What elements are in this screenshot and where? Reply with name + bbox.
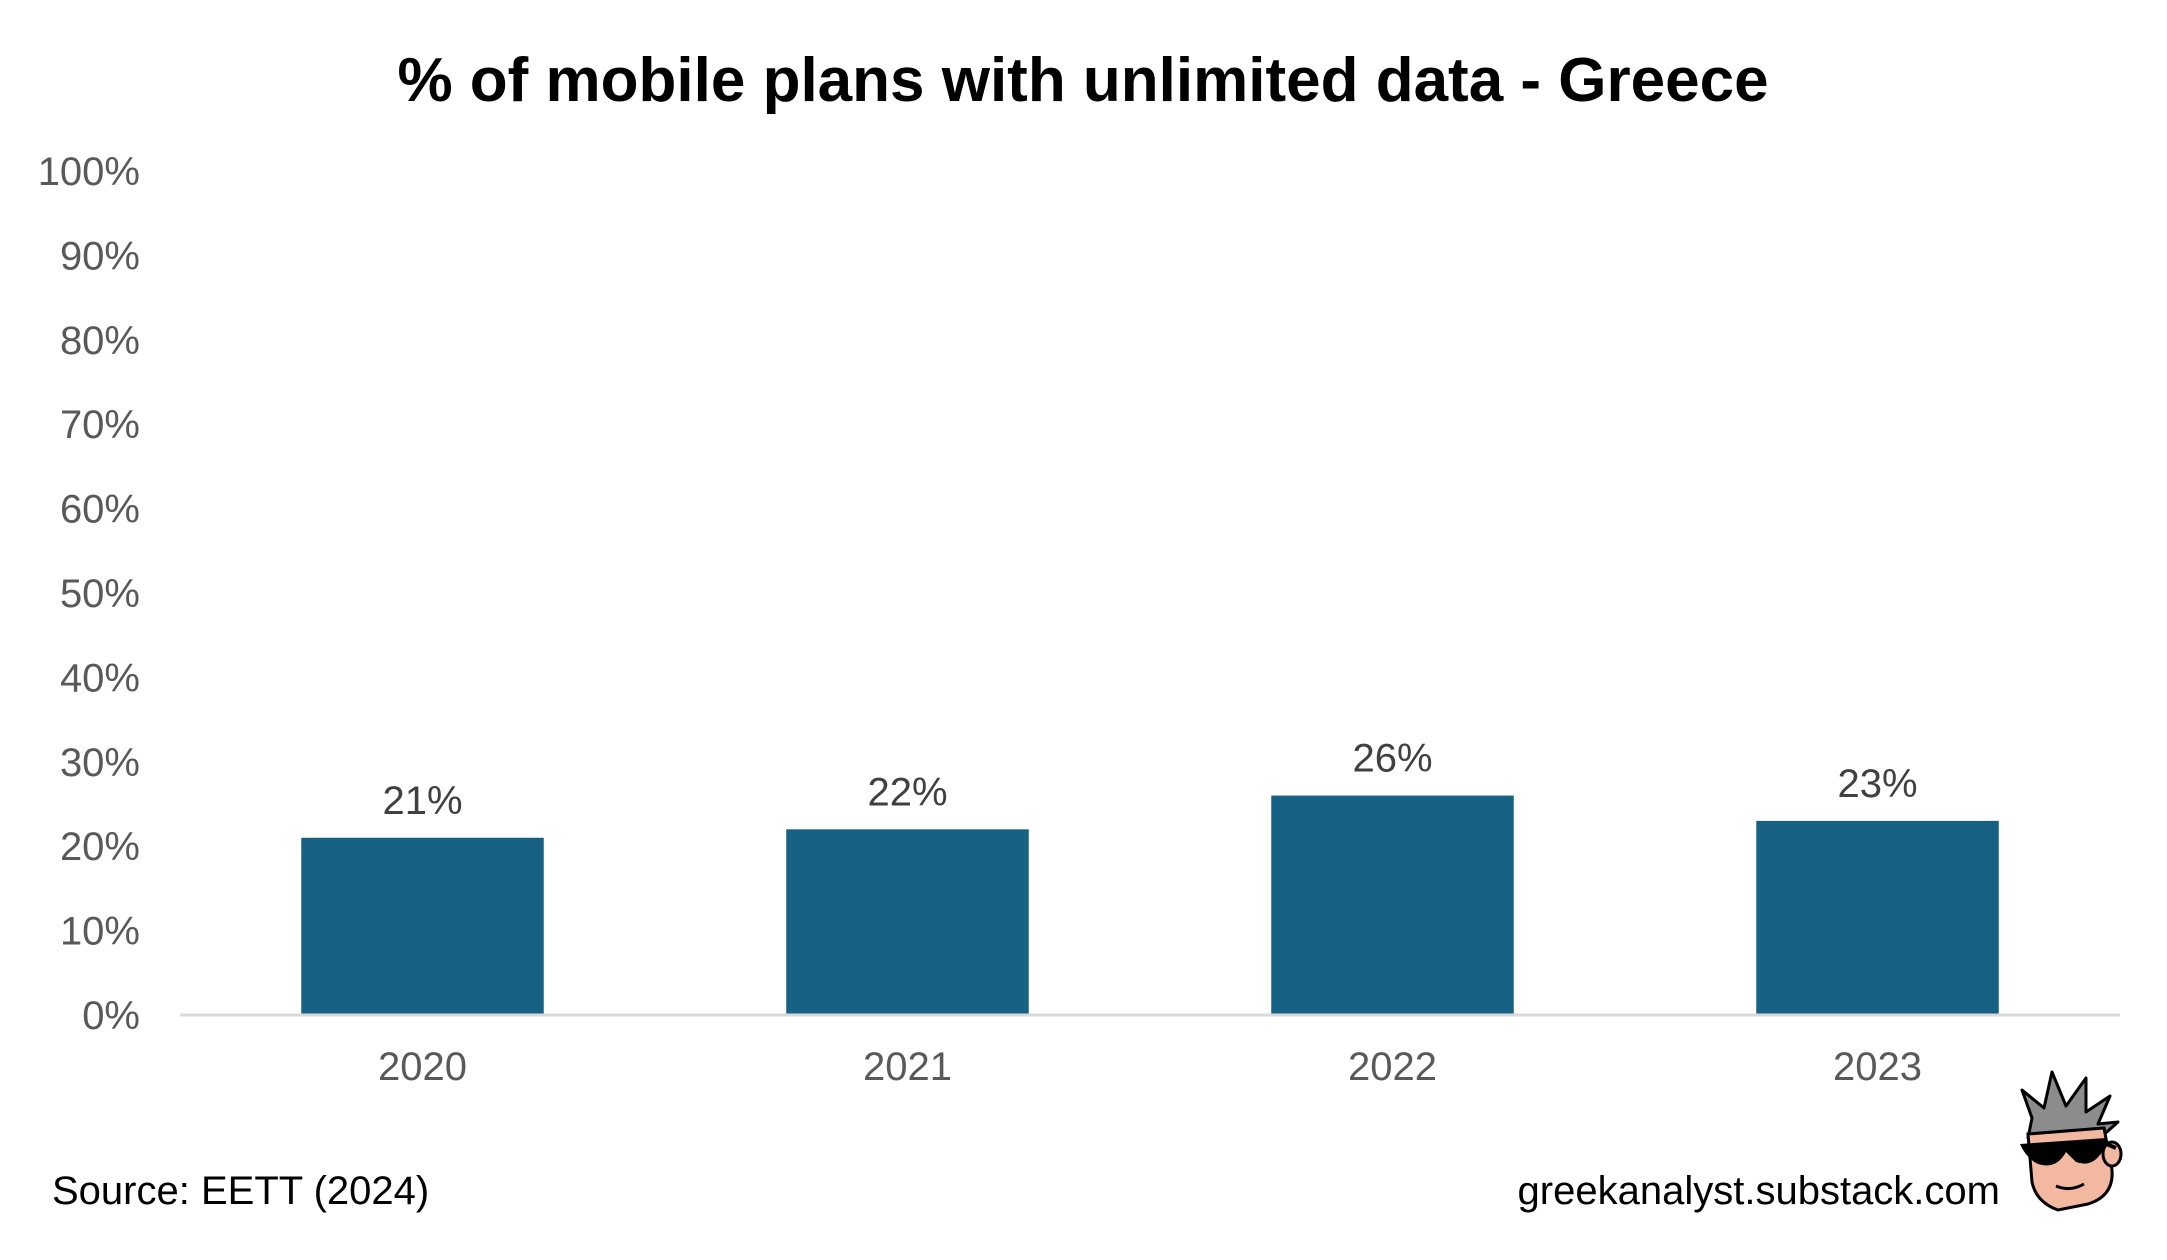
y-tick-label: 80% [60, 319, 140, 363]
bar [1271, 795, 1514, 1015]
y-tick-label: 50% [60, 572, 140, 616]
y-tick-label: 10% [60, 910, 140, 954]
x-axis-tick-labels: 2020 2021 2022 2023 [378, 1045, 1922, 1089]
y-tick-label: 40% [60, 656, 140, 700]
bar-data-label: 22% [867, 770, 947, 814]
bar [301, 837, 544, 1015]
website-credit: greekanalyst.substack.com [1518, 1169, 2000, 1213]
chart-title: % of mobile plans with unlimited data - … [397, 46, 1768, 115]
bar-data-labels: 21% 22% 26% 23% [382, 737, 1917, 823]
x-tick-label: 2020 [378, 1045, 467, 1089]
bar-data-label: 23% [1837, 762, 1917, 806]
y-axis-tick-labels: 0% 10% 20% 30% 40% 50% 60% 70% 80% 90% 100% [38, 150, 140, 1038]
cartoon-face-with-sunglasses-icon [2020, 1070, 2123, 1212]
bar-data-label: 26% [1352, 737, 1432, 781]
y-tick-label: 0% [82, 994, 140, 1038]
y-tick-label: 20% [60, 825, 140, 869]
y-tick-label: 90% [60, 234, 140, 278]
x-tick-label: 2022 [1348, 1045, 1437, 1089]
y-tick-label: 60% [60, 488, 140, 532]
bar [1756, 820, 1999, 1015]
y-tick-label: 70% [60, 403, 140, 447]
x-tick-label: 2021 [863, 1045, 952, 1089]
bar-data-label: 21% [382, 779, 462, 823]
bar [786, 829, 1029, 1015]
y-tick-label: 100% [38, 150, 140, 194]
bars [301, 795, 1999, 1015]
y-tick-label: 30% [60, 741, 140, 785]
source-note: Source: EETT (2024) [52, 1169, 429, 1213]
x-tick-label: 2023 [1833, 1045, 1922, 1089]
